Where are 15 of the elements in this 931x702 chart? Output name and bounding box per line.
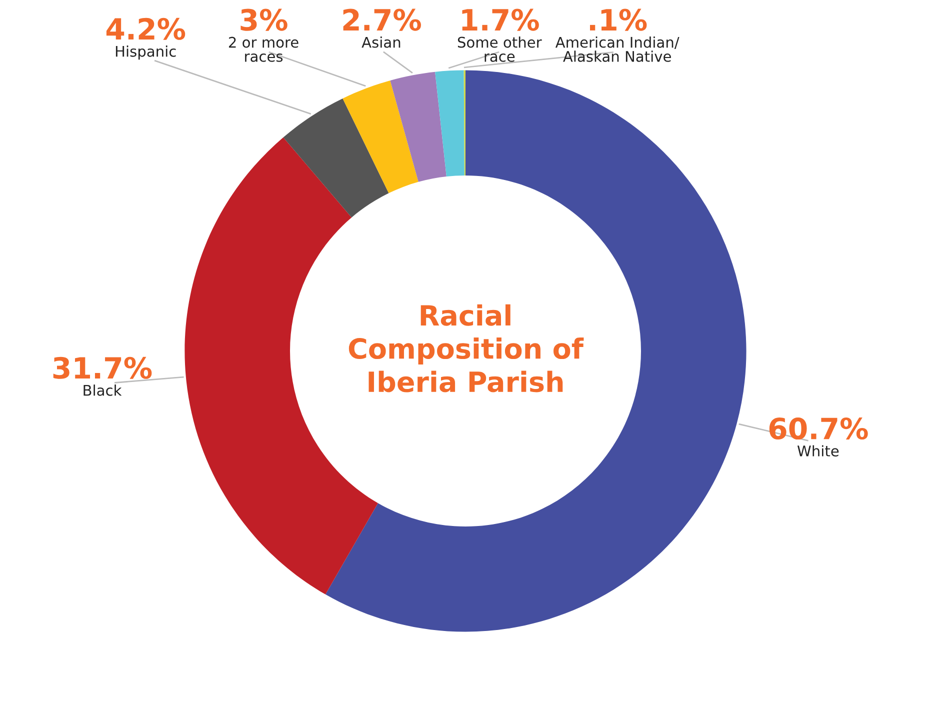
data-label: .1% [590,8,647,31]
slice-label: Black [84,384,122,396]
slice-label: 2 or more races [228,36,298,62]
slice-label: White [797,445,839,456]
slice-label: Hispanic [116,46,176,60]
data-label: 31.7% [53,356,152,379]
data-label: 3% [240,8,288,31]
data-label: 2.7% [343,8,421,31]
slice-label: American Indian/ Alaskan Native [555,36,680,62]
data-label: 60.7% [769,418,868,440]
slice-label: Asian [362,36,400,48]
slice-label: Some other race [458,36,542,62]
text: Racial Composition of Iberia Parish [348,304,584,392]
data-label: 4.2% [106,18,186,40]
data-label: 1.7% [462,8,539,31]
